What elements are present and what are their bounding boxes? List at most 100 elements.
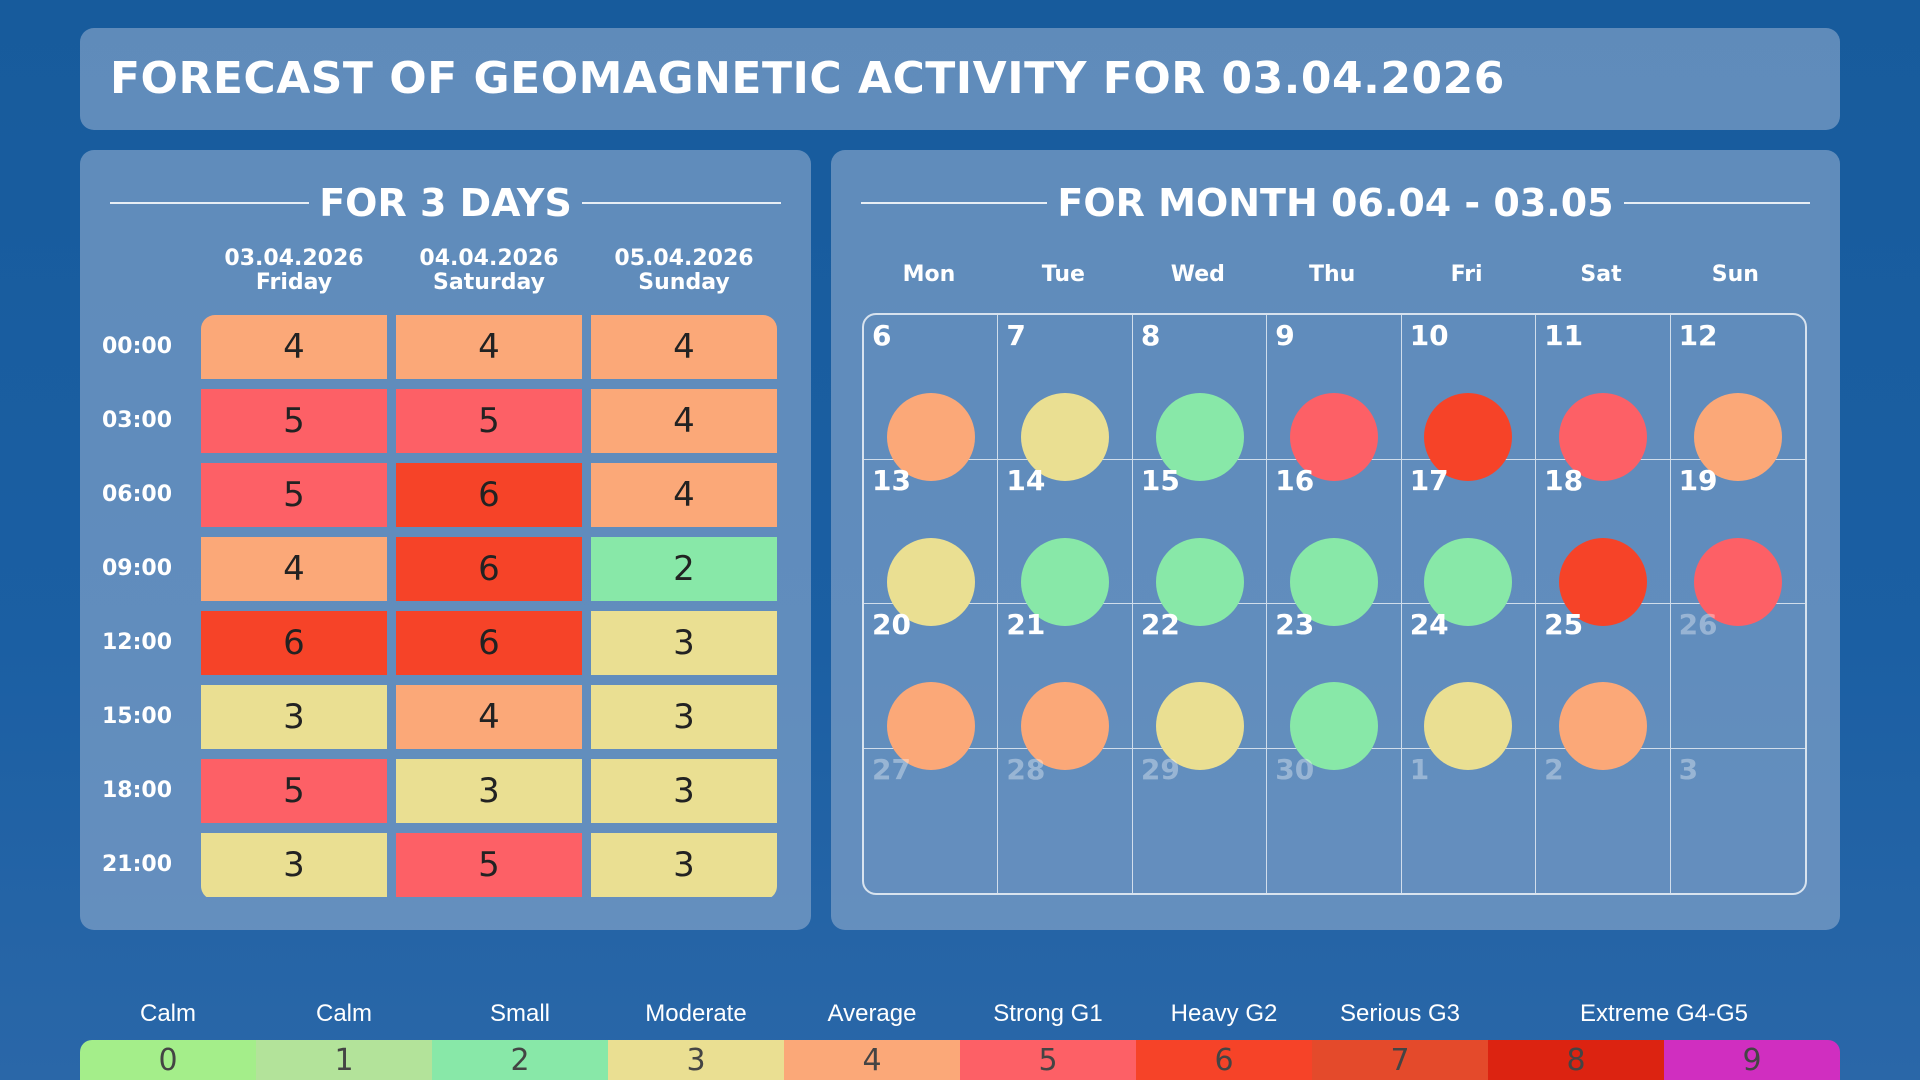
time-label: 03:00 bbox=[102, 408, 173, 433]
calendar-day-number: 2 bbox=[1544, 752, 1564, 786]
forecast-cell: 3 bbox=[201, 833, 387, 897]
day-date: 04.04.2026 bbox=[419, 246, 559, 271]
weekday-label: Wed bbox=[1170, 262, 1225, 287]
weekday-label: Fri bbox=[1450, 262, 1483, 287]
forecast-cell: 5 bbox=[201, 389, 387, 453]
legend-level: 8 bbox=[1488, 1040, 1664, 1080]
title-divider-right bbox=[1623, 202, 1811, 204]
forecast-cell: 3 bbox=[591, 611, 777, 675]
calendar-day-number: 16 bbox=[1275, 463, 1315, 497]
activity-dot bbox=[1021, 682, 1110, 770]
activity-dot bbox=[886, 537, 975, 626]
calendar-day-number: 18 bbox=[1544, 463, 1584, 497]
calendar-day: 1 bbox=[1402, 748, 1537, 893]
day-date: 05.04.2026 bbox=[614, 246, 754, 271]
weekday-label: Thu bbox=[1309, 262, 1356, 287]
forecast-cell: 6 bbox=[396, 537, 582, 601]
weekday-label: Mon bbox=[902, 262, 956, 287]
calendar-day: 26 bbox=[1670, 604, 1805, 749]
day-weekday: Sunday bbox=[638, 270, 730, 295]
calendar-day-number: 9 bbox=[1275, 319, 1295, 352]
title-divider-right bbox=[581, 202, 781, 204]
legend-label: Serious G3 bbox=[1339, 1000, 1461, 1027]
calendar-day: 23 bbox=[1267, 604, 1402, 770]
forecast-cell: 3 bbox=[201, 685, 387, 749]
activity-dot bbox=[1558, 537, 1647, 626]
activity-dot bbox=[1558, 682, 1647, 770]
calendar-day: 22 bbox=[1132, 604, 1268, 770]
calendar-day-number: 6 bbox=[872, 319, 892, 352]
legend-label: Strong G1 bbox=[993, 1000, 1103, 1027]
calendar-day: 15 bbox=[1132, 459, 1268, 626]
calendar-day-number: 19 bbox=[1678, 463, 1718, 497]
calendar-day-number: 28 bbox=[1006, 752, 1046, 786]
calendar-day-number: 3 bbox=[1678, 752, 1699, 786]
activity-dot bbox=[1289, 682, 1378, 770]
calendar-day-number: 20 bbox=[872, 608, 911, 641]
legend-level: 2 bbox=[432, 1040, 608, 1080]
time-label: 00:00 bbox=[102, 334, 173, 359]
activity-dot bbox=[1289, 393, 1378, 481]
calendar-day-number: 10 bbox=[1409, 319, 1449, 352]
calendar-day-number: 8 bbox=[1140, 319, 1161, 352]
calendar-day-number: 25 bbox=[1544, 608, 1584, 641]
day-header: 03.04.2026 Friday bbox=[201, 247, 387, 295]
legend-level: 4 bbox=[784, 1040, 960, 1080]
weekday-label: Sun bbox=[1711, 262, 1759, 287]
calendar-day-number: 29 bbox=[1140, 752, 1180, 786]
activity-dot bbox=[1424, 393, 1513, 481]
day-weekday: Friday bbox=[255, 270, 333, 295]
activity-dot bbox=[886, 393, 975, 481]
activity-dot bbox=[1021, 537, 1110, 626]
calendar-day: 11 bbox=[1536, 315, 1671, 481]
activity-dot bbox=[1155, 393, 1244, 481]
calendar-day: 24 bbox=[1401, 604, 1537, 770]
activity-dot bbox=[1021, 393, 1110, 481]
day-header: 05.04.2026 Sunday bbox=[591, 247, 777, 295]
title-divider-left bbox=[861, 202, 1048, 204]
calendar-day: 29 bbox=[1133, 748, 1268, 893]
time-label: 21:00 bbox=[102, 852, 173, 877]
forecast-cell: 4 bbox=[396, 315, 582, 379]
title-divider-left bbox=[110, 202, 310, 204]
calendar-day: 7 bbox=[998, 315, 1133, 481]
calendar-day: 8 bbox=[1132, 315, 1268, 481]
calendar-day: 27 bbox=[864, 748, 999, 893]
calendar-day: 16 bbox=[1267, 459, 1402, 626]
calendar-day-number: 22 bbox=[1140, 608, 1180, 641]
activity-dot bbox=[1693, 537, 1782, 626]
activity-scale-legend: Calm Calm Small Moderate Average Strong G1 Hea… bbox=[80, 990, 1840, 1080]
legend-label: Small bbox=[489, 1000, 550, 1027]
calendar-day-number: 14 bbox=[1006, 463, 1046, 497]
forecast-cell: 6 bbox=[396, 463, 582, 527]
three-day-panel: FOR 3 DAYS 03.04.2026 Friday 04.04.2026 Sat… bbox=[80, 150, 811, 930]
header-bar: FORECAST OF GEOMAGNETIC ACTIVITY FOR 03.… bbox=[80, 28, 1840, 130]
time-label: 12:00 bbox=[102, 630, 173, 655]
calendar-day: 18 bbox=[1536, 459, 1671, 626]
calendar-day: 30 bbox=[1267, 748, 1402, 893]
forecast-cell: 5 bbox=[396, 389, 582, 453]
calendar-day-number: 17 bbox=[1409, 463, 1449, 497]
legend-label: Moderate bbox=[645, 1000, 747, 1027]
calendar-day: 17 bbox=[1401, 459, 1537, 626]
activity-dot bbox=[1693, 393, 1782, 481]
month-title: FOR MONTH 06.04 - 03.05 bbox=[1057, 181, 1614, 225]
calendar-day: 12 bbox=[1670, 315, 1805, 481]
forecast-cell: 4 bbox=[591, 463, 777, 527]
weekday-label: Sat bbox=[1580, 262, 1622, 287]
activity-dot bbox=[1424, 537, 1513, 626]
calendar-day-number: 7 bbox=[1006, 319, 1026, 352]
forecast-cell: 3 bbox=[591, 833, 777, 897]
calendar-day-number: 21 bbox=[1006, 608, 1046, 641]
legend-label: Extreme G4-G5 bbox=[1579, 1000, 1749, 1027]
calendar-day: 2 bbox=[1536, 748, 1671, 893]
forecast-cell: 4 bbox=[201, 315, 387, 379]
legend-level: 7 bbox=[1312, 1040, 1488, 1080]
day-header: 04.04.2026 Saturday bbox=[396, 247, 582, 295]
forecast-cell: 5 bbox=[396, 833, 582, 897]
legend-level: 3 bbox=[608, 1040, 784, 1080]
three-day-title: FOR 3 DAYS bbox=[319, 181, 572, 225]
legend-label: Heavy G2 bbox=[1170, 1000, 1278, 1027]
forecast-cell: 4 bbox=[591, 389, 777, 453]
